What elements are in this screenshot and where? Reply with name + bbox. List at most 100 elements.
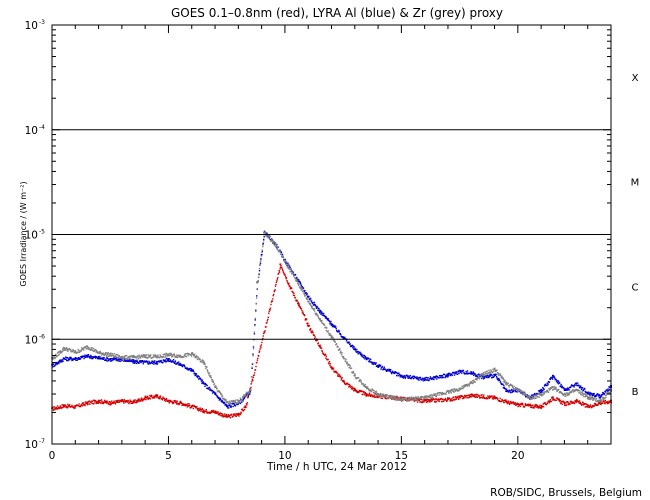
series-point (85, 348, 87, 350)
series-point (159, 361, 161, 363)
series-point (558, 380, 560, 383)
series-point (428, 396, 430, 399)
series-point (68, 359, 70, 361)
series-point (310, 307, 313, 309)
series-point (366, 386, 369, 388)
series-point (143, 356, 145, 358)
series-point (154, 360, 156, 362)
series-point (128, 356, 130, 358)
y-tick-exponent: -6 (39, 333, 45, 340)
series-point (546, 382, 548, 384)
series-point (450, 398, 453, 400)
series-point (591, 395, 594, 397)
series-point (352, 347, 354, 349)
series-anchor-point (225, 401, 228, 404)
series-point (572, 385, 575, 387)
series-point (184, 354, 186, 356)
series-point (381, 397, 384, 400)
series-point (115, 358, 117, 360)
series-point (268, 237, 270, 239)
series-point (172, 359, 175, 361)
series-point (253, 372, 256, 374)
series-point (316, 339, 319, 341)
series-point (503, 380, 505, 383)
series-point (134, 362, 136, 364)
series-point (218, 413, 220, 415)
series-point (298, 280, 300, 282)
series-point (278, 271, 281, 273)
series-anchor-point (517, 388, 519, 391)
series-point (256, 288, 258, 290)
series-point (200, 378, 202, 381)
y-axis-label: GOES Irradiance / (W m⁻²) (19, 181, 28, 286)
series-point (227, 405, 229, 407)
series-point (460, 372, 463, 374)
series-point (508, 386, 510, 388)
series-point (154, 355, 156, 357)
series-point (234, 405, 237, 407)
series-point (603, 392, 606, 395)
series-point (387, 396, 390, 398)
series-point (465, 397, 467, 399)
series-point (320, 347, 323, 349)
series-point (330, 320, 332, 323)
series-point (258, 273, 260, 276)
series-point (527, 396, 529, 398)
series-point (434, 377, 437, 379)
series-point (406, 397, 408, 399)
series-point (194, 373, 197, 375)
series-point (440, 375, 443, 377)
series-point (431, 378, 433, 381)
series-point (84, 354, 86, 356)
series-point (372, 389, 374, 391)
series-point (433, 378, 435, 381)
series-point (373, 394, 375, 397)
series-point (416, 397, 418, 399)
series-point (469, 383, 471, 385)
series-point (246, 392, 248, 395)
series-point (357, 377, 360, 379)
series-point (516, 391, 518, 393)
series-point (321, 319, 323, 322)
series-point (330, 334, 332, 337)
series-point (349, 343, 351, 345)
series-point (506, 401, 508, 403)
series-point (197, 375, 199, 377)
series-anchor-point (121, 399, 123, 402)
series-point (64, 349, 66, 351)
series-point (224, 415, 226, 417)
series-point (317, 342, 319, 344)
series-point (148, 354, 151, 357)
series-point (201, 379, 203, 381)
series-anchor-point (458, 369, 461, 372)
series-point (466, 383, 468, 386)
x-tick-label: 10 (278, 450, 291, 462)
series-point (433, 401, 436, 403)
series-point (542, 389, 544, 391)
series-point (289, 288, 291, 290)
series-point (102, 352, 104, 354)
series-point (239, 413, 242, 416)
series-point (460, 387, 463, 390)
series-point (566, 389, 569, 391)
series-point (113, 356, 115, 358)
series-point (115, 355, 117, 358)
series-point (453, 374, 456, 376)
series-point (102, 358, 104, 360)
series-point (389, 369, 391, 371)
series-point (577, 382, 579, 384)
series-point (105, 352, 108, 354)
series-point (589, 394, 591, 396)
series-point (121, 358, 124, 360)
series-point (270, 240, 272, 242)
series-point (534, 404, 536, 406)
series-point (340, 333, 342, 336)
series-point (473, 394, 475, 396)
series-point (567, 402, 569, 404)
series-point (312, 332, 314, 334)
series-point (498, 374, 500, 377)
series-point (221, 395, 223, 398)
series-point (406, 374, 408, 377)
series-point (346, 361, 349, 363)
series-point (122, 399, 124, 401)
